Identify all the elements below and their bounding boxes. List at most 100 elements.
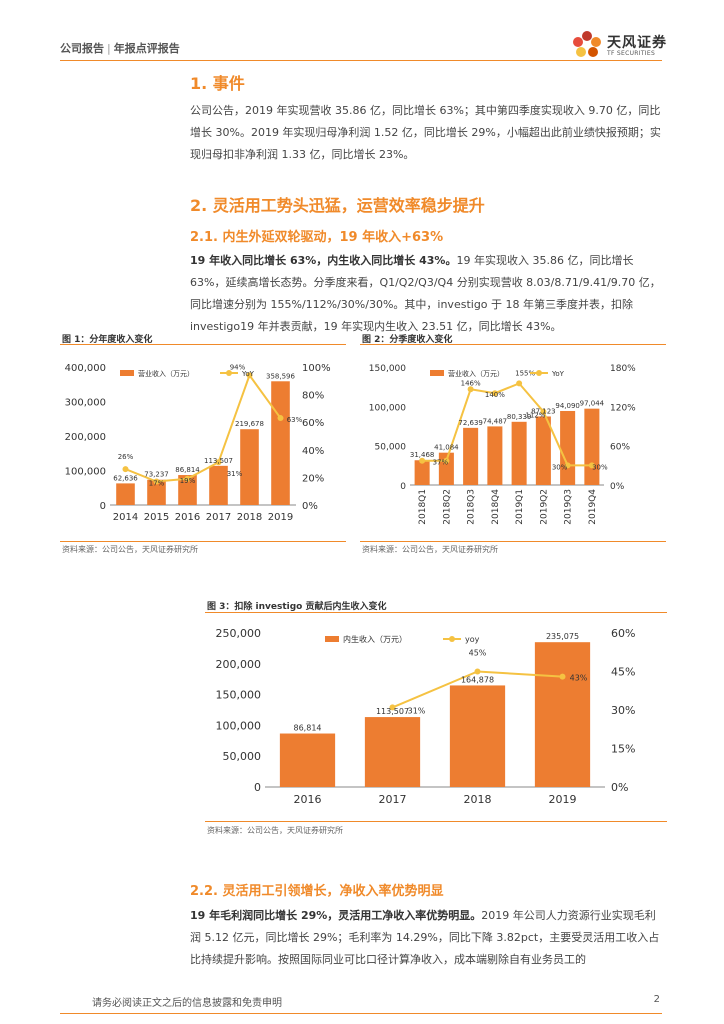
figure-1-chart: 0 100,000 200,000 300,000 400,000 0% 20% 40% 60%… bbox=[65, 363, 331, 523]
y2-tick-label: 0% bbox=[610, 482, 625, 492]
y2-tick-label: 120% bbox=[610, 403, 636, 413]
bar-value-label: 31,468 bbox=[410, 451, 435, 459]
yoy-value-label: 63% bbox=[287, 416, 303, 424]
yoy-value-label: 43% bbox=[570, 674, 588, 683]
section-1-text: 公司公告，2019 年实现营收 35.86 亿，同比增长 63%；其中第四季度实… bbox=[190, 104, 661, 161]
section-2-title: 2. 灵活用工势头迅猛，运营效率稳步提升 bbox=[190, 196, 485, 215]
bar-value-label: 358,596 bbox=[266, 372, 295, 380]
subsection-2-1-lead: 19 年收入同比增长 63%，内生收入同比增长 43%。 bbox=[190, 254, 457, 267]
bar-value-label: 94,090 bbox=[555, 402, 580, 410]
figure-3-chart: 0 50,000 100,000 150,000 200,000 250,000 0% 15%… bbox=[216, 627, 636, 806]
x-tick-label: 2017 bbox=[206, 512, 231, 523]
report-category: 公司报告 bbox=[60, 42, 104, 55]
section-1-title: 1. 事件 bbox=[190, 74, 245, 93]
bar bbox=[414, 460, 430, 485]
yoy-point bbox=[389, 704, 396, 711]
x-tick-label: 2019Q2 bbox=[539, 489, 549, 525]
subsection-2-2-body: 2019 年公司人力资源行业实现毛利润 5.12 亿元，同比增长 29%；毛利率… bbox=[190, 909, 660, 966]
legend-line-marker bbox=[536, 370, 542, 376]
y2-tick-label: 100% bbox=[302, 363, 331, 374]
bar bbox=[449, 685, 506, 787]
y-tick-label: 100,000 bbox=[369, 403, 406, 413]
bar bbox=[209, 465, 228, 505]
yoy-line bbox=[422, 382, 592, 467]
bar-value-label: 62,636 bbox=[113, 474, 138, 482]
legend-bar-swatch bbox=[430, 370, 444, 376]
bar bbox=[240, 429, 259, 505]
legend-line-label: yoy bbox=[465, 635, 480, 644]
yoy-value-label: 26% bbox=[118, 453, 134, 461]
bar bbox=[178, 475, 197, 505]
bar-value-label: 113,507 bbox=[204, 457, 233, 465]
yoy-value-label: 94% bbox=[230, 363, 246, 371]
bar-value-label: 235,075 bbox=[546, 632, 579, 641]
bar-value-label: 113,507 bbox=[376, 707, 409, 716]
footer-disclaimer: 请务必阅读正文之后的信息披露和免责申明 bbox=[92, 998, 282, 1009]
bar bbox=[279, 733, 336, 787]
yoy-value-label: 17% bbox=[149, 480, 165, 488]
yoy-point bbox=[559, 673, 566, 680]
yoy-point bbox=[153, 478, 160, 485]
brand-name-en: TF SECURITIES bbox=[607, 50, 656, 57]
bar-value-label: 86,814 bbox=[294, 724, 322, 733]
y-tick-label: 200,000 bbox=[216, 658, 262, 671]
y-tick-label: 200,000 bbox=[65, 432, 106, 443]
bar bbox=[271, 381, 290, 505]
yoy-value-label: 140% bbox=[485, 391, 505, 399]
bar-value-label: 74,487 bbox=[483, 417, 508, 425]
y2-tick-label: 80% bbox=[302, 391, 324, 402]
bar bbox=[116, 483, 135, 505]
bar bbox=[535, 416, 551, 485]
subsection-2-1-title: 2.1. 内生外延双轮驱动，19 年收入+63% bbox=[190, 230, 444, 245]
yoy-value-label: 155% bbox=[515, 369, 535, 377]
report-subcategory: 年报点评报告 bbox=[113, 42, 180, 55]
yoy-point bbox=[122, 466, 129, 473]
legend-bar-swatch bbox=[325, 636, 339, 642]
yoy-value-label: 37% bbox=[433, 459, 449, 467]
yoy-value-label: 30% bbox=[552, 463, 568, 471]
subsection-2-1-body: 19 年实现收入 35.86 亿，同比增长 63%，延续高增长态势。分季度来看，… bbox=[190, 254, 661, 333]
yoy-value-label: 45% bbox=[469, 649, 487, 658]
y-tick-label: 50,000 bbox=[223, 750, 262, 763]
yoy-point bbox=[443, 457, 450, 464]
footer-divider bbox=[60, 1013, 662, 1014]
bar bbox=[463, 427, 479, 485]
y-tick-label: 0 bbox=[100, 501, 106, 512]
report-type: 公司报告 | 年报点评报告 bbox=[60, 42, 180, 55]
y2-tick-label: 45% bbox=[611, 666, 635, 679]
x-tick-label: 2016 bbox=[294, 793, 322, 806]
y2-tick-label: 60% bbox=[611, 627, 635, 640]
legend-line-label: YoY bbox=[241, 370, 255, 378]
figure-3-title: 图 3：扣除 investigo 贡献后内生收入变化 bbox=[207, 602, 387, 612]
x-tick-label: 2018Q3 bbox=[467, 489, 477, 525]
figure-2-title: 图 2：分季度收入变化 bbox=[362, 335, 453, 345]
bar-value-label: 86,814 bbox=[175, 466, 200, 474]
y-tick-label: 100,000 bbox=[216, 719, 262, 732]
y-tick-label: 400,000 bbox=[65, 363, 106, 374]
yoy-value-label: 31% bbox=[408, 706, 426, 715]
x-tick-label: 2019 bbox=[268, 512, 293, 523]
bar-value-label: 87,123 bbox=[531, 407, 556, 415]
x-tick-label: 2017 bbox=[379, 793, 407, 806]
figure-2-chart: 0 50,000 100,000 150,000 0% 60% 120% 180% 2018Q1… bbox=[369, 364, 636, 525]
legend-bar-swatch bbox=[120, 370, 134, 376]
yoy-point bbox=[419, 457, 426, 464]
bar bbox=[438, 452, 454, 485]
figure-1-source: 资料来源：公司公告，天风证券研究所 bbox=[62, 545, 198, 554]
y-tick-label: 300,000 bbox=[65, 398, 106, 409]
yoy-point bbox=[215, 459, 222, 466]
yoy-point bbox=[467, 386, 474, 393]
yoy-value-label: 19% bbox=[180, 477, 196, 485]
x-tick-label: 2018Q2 bbox=[442, 489, 452, 525]
yoy-point bbox=[277, 415, 284, 422]
yoy-value-label: 112% bbox=[525, 412, 545, 420]
subsection-2-2-title: 2.2. 灵活用工引领增长，净收入率优势明显 bbox=[190, 884, 444, 899]
y2-tick-label: 180% bbox=[610, 364, 636, 374]
flower-logo-icon bbox=[573, 31, 601, 57]
brand-logo: 天风证券 TF SECURITIES bbox=[569, 28, 669, 62]
yoy-value-label: 146% bbox=[461, 379, 481, 387]
subsection-2-2-lead: 19 年毛利润同比增长 29%，灵活用工净收入率优势明显。 bbox=[190, 909, 482, 922]
x-tick-label: 2019 bbox=[549, 793, 577, 806]
bar-value-label: 41,084 bbox=[434, 444, 459, 452]
yoy-line bbox=[125, 373, 282, 483]
